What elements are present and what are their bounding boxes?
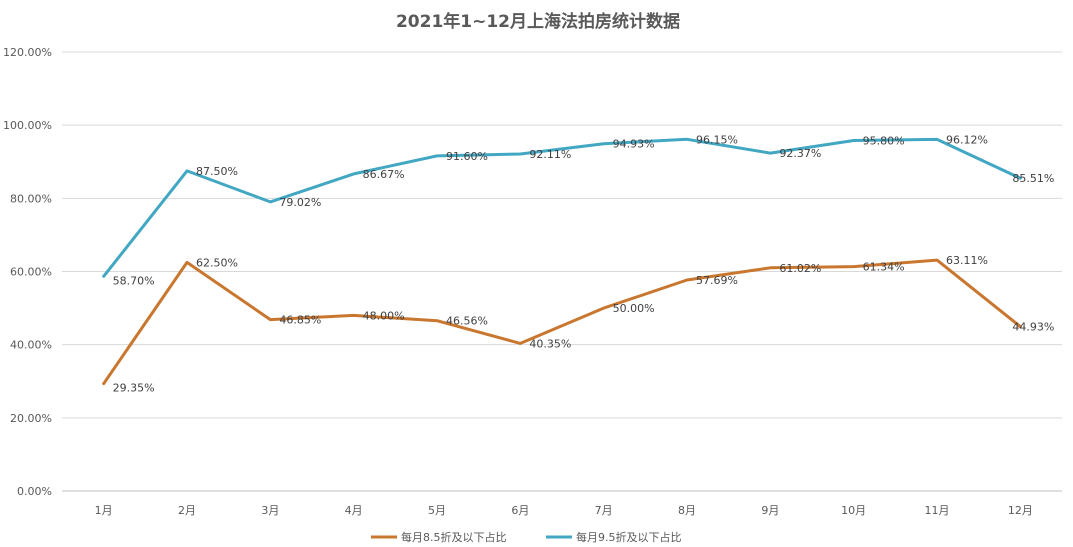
data-label: 87.50% bbox=[196, 165, 238, 178]
data-label: 46.85% bbox=[279, 314, 321, 327]
y-tick-label: 20.00% bbox=[10, 412, 52, 425]
x-tick-label: 4月 bbox=[345, 504, 363, 517]
y-tick-label: 100.00% bbox=[3, 119, 52, 132]
x-tick-label: 1月 bbox=[95, 504, 113, 517]
gridlines bbox=[62, 51, 1062, 492]
y-axis: 0.00% 20.00% 40.00% 60.00% 80.00% 100.00% 120.… bbox=[3, 46, 52, 498]
data-label: 44.93% bbox=[1012, 321, 1054, 334]
chart-title: 2021年1~12月上海法拍房统计数据 bbox=[396, 11, 680, 32]
series-line-2 bbox=[102, 137, 1022, 278]
data-labels: 29.35% 62.50% 46.85% 48.00% 46.56% 40.35% 50.0… bbox=[113, 133, 1055, 394]
data-label: 94.93% bbox=[613, 138, 655, 151]
legend-label: 每月8.5折及以下占比 bbox=[401, 530, 507, 544]
x-tick-label: 6月 bbox=[511, 504, 529, 517]
data-label: 92.37% bbox=[779, 147, 821, 160]
legend: 每月8.5折及以下占比 每月9.5折及以下占比 bbox=[371, 530, 682, 544]
data-label: 57.69% bbox=[696, 274, 738, 287]
data-label: 63.11% bbox=[946, 254, 988, 267]
data-label: 29.35% bbox=[113, 382, 155, 395]
x-tick-label: 3月 bbox=[261, 504, 279, 517]
data-label: 92.11% bbox=[529, 148, 571, 161]
x-tick-label: 7月 bbox=[595, 504, 613, 517]
data-label: 58.70% bbox=[113, 274, 155, 287]
data-label: 62.50% bbox=[196, 256, 238, 269]
data-label: 91.60% bbox=[446, 150, 488, 163]
series-lines bbox=[102, 137, 1022, 386]
data-label: 48.00% bbox=[363, 309, 405, 322]
data-label: 40.35% bbox=[529, 337, 571, 350]
x-tick-label: 11月 bbox=[925, 504, 950, 517]
data-label: 85.51% bbox=[1012, 172, 1054, 185]
data-label: 61.02% bbox=[779, 262, 821, 275]
legend-label: 每月9.5折及以下占比 bbox=[576, 530, 682, 544]
data-label: 50.00% bbox=[613, 302, 655, 315]
x-tick-label: 8月 bbox=[678, 504, 696, 517]
x-tick-label: 10月 bbox=[841, 504, 866, 517]
data-label: 79.02% bbox=[279, 196, 321, 209]
data-label: 96.12% bbox=[946, 133, 988, 146]
data-label: 61.34% bbox=[863, 261, 905, 274]
y-tick-label: 0.00% bbox=[17, 485, 52, 498]
y-tick-label: 80.00% bbox=[10, 192, 52, 205]
y-tick-label: 40.00% bbox=[10, 339, 52, 352]
x-tick-label: 2月 bbox=[178, 504, 196, 517]
data-label: 46.56% bbox=[446, 315, 488, 328]
x-tick-label: 12月 bbox=[1008, 504, 1033, 517]
data-label: 95.80% bbox=[863, 135, 905, 148]
data-label: 86.67% bbox=[363, 168, 405, 181]
y-tick-label: 120.00% bbox=[3, 46, 52, 59]
data-label: 96.15% bbox=[696, 133, 738, 146]
series-line-1 bbox=[102, 258, 1022, 386]
x-axis: 1月 2月 3月 4月 5月 6月 7月 8月 9月 10月 11月 12月 bbox=[95, 504, 1033, 517]
y-tick-label: 60.00% bbox=[10, 266, 52, 279]
x-tick-label: 5月 bbox=[428, 504, 446, 517]
x-tick-label: 9月 bbox=[761, 504, 779, 517]
